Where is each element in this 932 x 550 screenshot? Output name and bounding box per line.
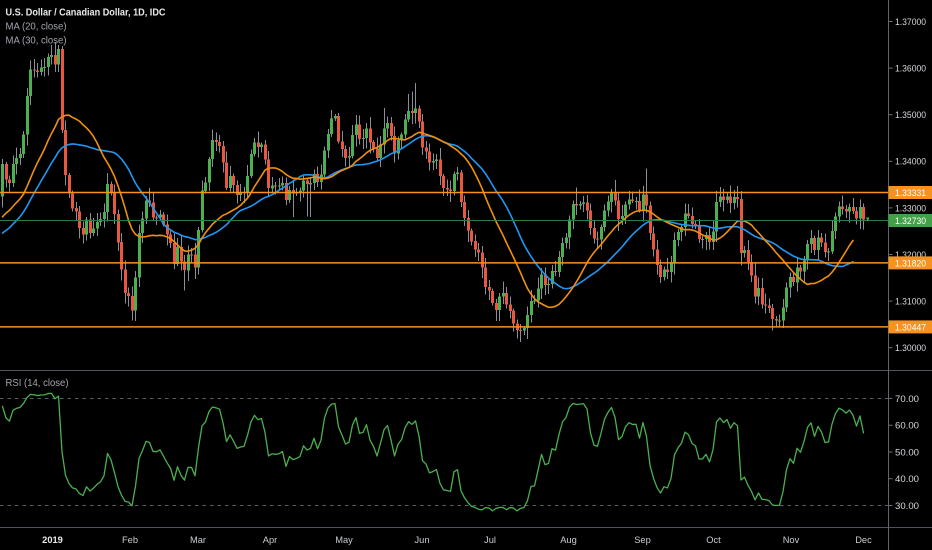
svg-text:Feb: Feb [122,535,138,545]
svg-text:May: May [335,535,353,545]
svg-text:30.00: 30.00 [895,501,919,512]
svg-text:70.00: 70.00 [895,394,919,405]
svg-text:2019: 2019 [42,535,63,545]
svg-text:1.37000: 1.37000 [895,17,926,28]
svg-text:1.32000: 1.32000 [895,250,926,261]
svg-text:Nov: Nov [783,535,800,545]
svg-text:MA (30, close): MA (30, close) [6,35,67,47]
svg-text:1.35000: 1.35000 [895,110,926,121]
svg-text:MA (20, close): MA (20, close) [6,21,67,33]
svg-text:RSI (14, close): RSI (14, close) [6,377,69,389]
svg-text:50.00: 50.00 [895,447,919,458]
svg-text:Mar: Mar [190,535,206,545]
svg-text:1.31820: 1.31820 [895,258,926,269]
svg-text:1.31000: 1.31000 [895,297,926,308]
svg-text:Dec: Dec [855,535,872,545]
svg-text:1.34000: 1.34000 [895,157,926,168]
svg-text:40.00: 40.00 [895,474,919,485]
svg-text:1.36000: 1.36000 [895,64,926,75]
svg-text:Apr: Apr [263,535,277,545]
svg-text:Sep: Sep [634,535,651,545]
svg-text:Aug: Aug [560,535,577,545]
svg-text:Jun: Jun [415,535,430,545]
svg-text:Jul: Jul [484,535,496,545]
svg-text:60.00: 60.00 [895,421,919,432]
svg-text:1.33000: 1.33000 [895,203,926,214]
svg-text:1.30000: 1.30000 [895,343,926,354]
svg-text:1.33331: 1.33331 [895,188,926,199]
svg-text:1.30447: 1.30447 [895,322,926,333]
svg-text:U.S. Dollar / Canadian Dollar,: U.S. Dollar / Canadian Dollar, 1D, IDC [6,7,166,19]
svg-text:Oct: Oct [706,535,721,545]
svg-text:1.32730: 1.32730 [895,216,926,227]
